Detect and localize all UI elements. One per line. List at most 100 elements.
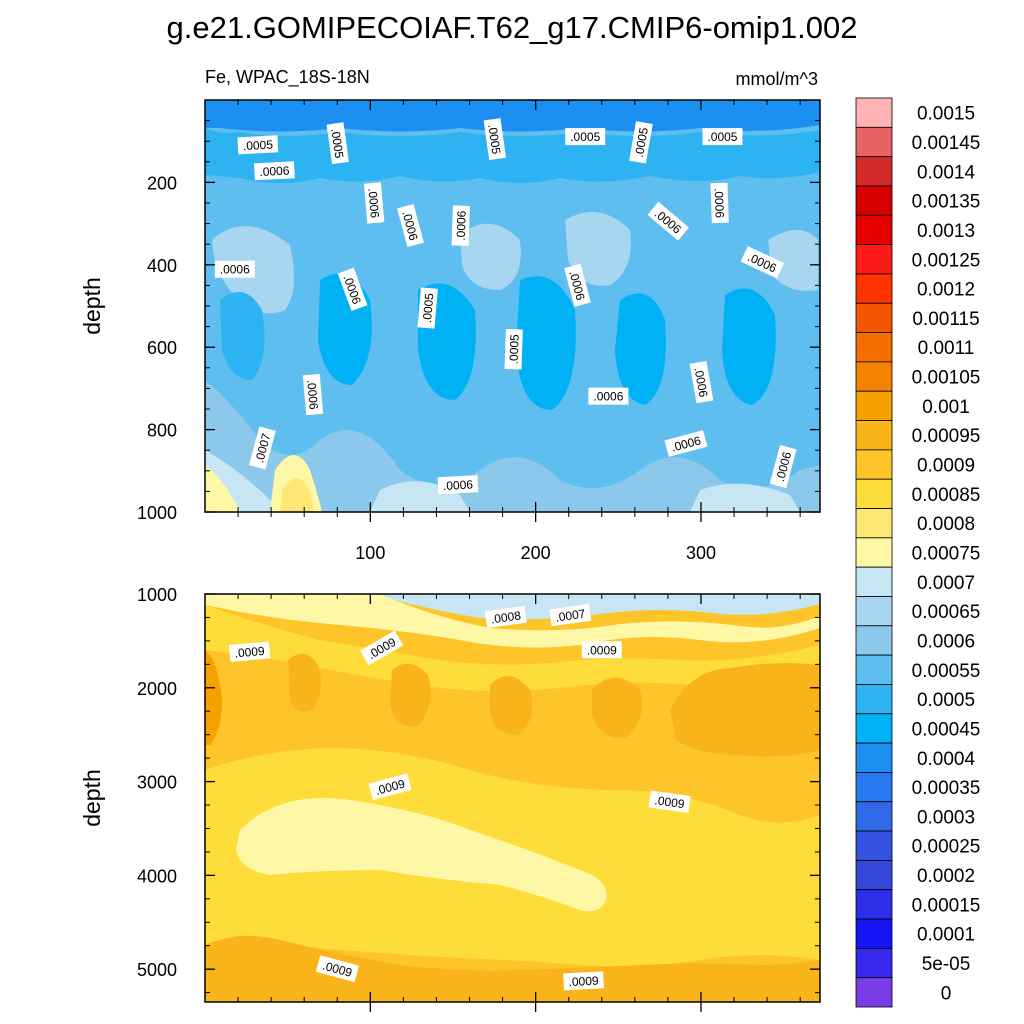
y-tick-label: 2000 <box>137 679 177 699</box>
contour-label-text: .0009 <box>568 974 599 990</box>
contour-label: .0005 <box>629 121 653 164</box>
y-tick-label: 3000 <box>137 773 177 793</box>
colorbar-label: 0.00145 <box>912 133 981 154</box>
contour-label-box <box>483 118 507 161</box>
contour-label: .0006 <box>710 182 729 224</box>
contour-label-box <box>451 205 470 246</box>
upper-band-00085 <box>280 477 314 512</box>
y-tick-label: 600 <box>147 338 177 358</box>
colorbar-swatch <box>855 596 893 627</box>
contour-label-box <box>248 426 276 470</box>
contour-label-text: .0007 <box>555 607 587 625</box>
contour-label-text: .0006 <box>593 390 623 404</box>
colorbar-swatch <box>855 801 893 832</box>
upper-core-a <box>220 292 265 380</box>
contour-label: .0009 <box>368 773 412 801</box>
contour-label-box <box>549 603 592 627</box>
contour-label: .0009 <box>648 790 691 813</box>
colorbar-label: 0.0013 <box>917 221 975 242</box>
contour-label-text: .0009 <box>654 793 686 811</box>
colorbar-swatch <box>855 361 893 392</box>
colorbar-label: 0.0006 <box>917 631 975 652</box>
colorbar-label: 0.00015 <box>912 895 981 916</box>
colorbar-label: 0.0004 <box>917 749 976 770</box>
colorbar-swatch <box>855 390 893 421</box>
upper-ylabel: depth <box>79 277 105 335</box>
contour-label-box <box>228 641 271 662</box>
contour-label-text: .0006 <box>365 187 382 218</box>
lower-blob-f <box>670 663 820 757</box>
colorbar: 0.0015 0.00145 0.0014 0.00135 0.0013 0.00125 0… <box>855 97 981 1008</box>
variable-label: Fe, WPAC_18S-18N <box>205 67 370 88</box>
lower-ylabel: depth <box>79 769 105 827</box>
colorbar-swatch <box>855 918 893 949</box>
lower-frame <box>204 593 821 1003</box>
contour-label-box <box>302 373 324 416</box>
contour-label: .0005 <box>565 128 606 146</box>
upper-band-deep <box>205 380 820 512</box>
upper-core-d <box>516 276 576 410</box>
colorbar-swatch <box>855 742 893 773</box>
contour-label-text: .0005 <box>485 123 503 155</box>
contour-label-text: .0009 <box>234 644 265 661</box>
contour-label-box <box>740 246 785 279</box>
contour-label-text: .0008 <box>490 608 522 626</box>
colorbar-label: 0.0014 <box>917 162 976 183</box>
contour-label: .0005 <box>483 118 507 161</box>
colorbar-label: 0.0008 <box>917 514 975 535</box>
contour-label-box <box>769 445 797 489</box>
y-tick-label: 200 <box>147 173 177 193</box>
colorbar-swatch <box>855 537 893 568</box>
colorbar-swatch <box>855 713 893 744</box>
colorbar-label: 0.00115 <box>912 309 979 330</box>
contour-label: .0006 <box>689 360 714 404</box>
colorbar-swatch <box>855 273 893 304</box>
upper-contour-labels: .0005 .0005 .0005 .0005 .0005 .0005 .0006 .0006… <box>214 118 797 495</box>
contour-label: .0009 <box>581 641 622 659</box>
colorbar-swatch <box>855 859 893 891</box>
colorbar-swatch <box>855 947 893 979</box>
upper-band-deep-2 <box>205 450 800 512</box>
lower-band-bottom <box>205 936 820 1002</box>
contour-label-text: .0006 <box>691 366 710 398</box>
colorbar-swatch <box>855 244 893 275</box>
contour-label: .0006 <box>397 204 424 248</box>
contour-label-text: .0005 <box>707 130 737 144</box>
upper-plot-area <box>204 99 821 513</box>
contour-label-box <box>647 201 690 241</box>
colorbar-swatch <box>855 478 893 509</box>
contour-label-text: .0005 <box>632 126 651 158</box>
lower-axis-ticks: 1000 2000 3000 4000 5000 <box>137 585 820 1012</box>
contour-label: .0008 <box>484 605 527 629</box>
contour-label-box <box>360 630 404 666</box>
contour-label: .0005 <box>417 287 438 329</box>
lower-blob-e <box>592 677 643 739</box>
contour-label-text: .0006 <box>454 210 469 241</box>
contour-label-box <box>397 204 424 248</box>
contour-label: .0006 <box>253 161 295 181</box>
colorbar-label: 5e-05 <box>922 954 971 975</box>
contour-label: .0006 <box>302 373 324 416</box>
upper-band-00065-d <box>768 230 818 291</box>
upper-core-f <box>722 288 776 405</box>
upper-core-e <box>615 293 666 405</box>
contour-label: .0005 <box>504 328 523 370</box>
colorbar-swatch <box>855 889 893 920</box>
colorbar-swatch <box>855 214 893 246</box>
colorbar-swatch <box>855 654 893 685</box>
x-tick-label: 100 <box>355 543 385 563</box>
colorbar-label: 0.00125 <box>912 250 981 271</box>
colorbar-swatch <box>855 625 893 656</box>
colorbar-swatch <box>855 156 893 187</box>
contour-label-box <box>564 263 591 307</box>
contour-label: .0007 <box>248 426 276 470</box>
colorbar-swatch <box>855 302 893 333</box>
contour-label-box <box>363 182 385 224</box>
colorbar-label: 0.0003 <box>917 807 975 828</box>
colorbar-label: 0.00075 <box>912 544 981 565</box>
contour-label-box <box>253 161 295 181</box>
colorbar-label: 0.00095 <box>912 426 981 447</box>
contour-label-text: .0006 <box>304 379 321 410</box>
contour-label-box <box>629 121 653 164</box>
colorbar-label: 0.0001 <box>917 925 975 946</box>
